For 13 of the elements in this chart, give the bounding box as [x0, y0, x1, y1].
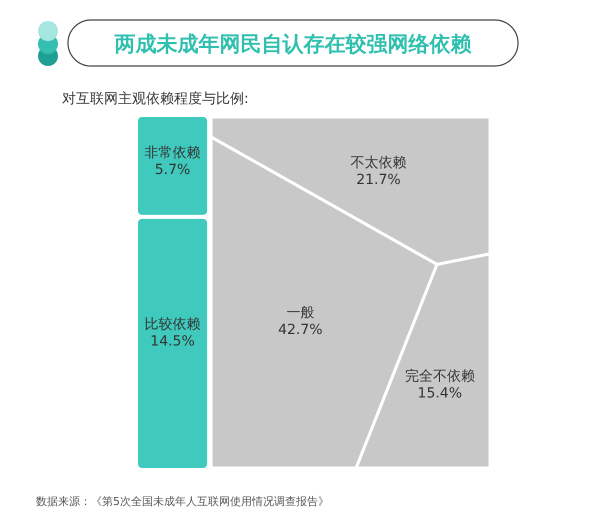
category-label: 完全不依赖 — [404, 368, 475, 384]
data-label: 21.7% — [356, 172, 401, 188]
text: 对互联网主观依赖程度与比例: — [62, 91, 249, 107]
category-label: 比较依赖 — [144, 316, 201, 332]
data-label: 15.4% — [418, 385, 462, 402]
category-label: 一般 — [286, 305, 314, 322]
source-note: 数据来源：《第5次全国未成年人互联网使用情况调查报告》 — [36, 495, 329, 508]
data-label: 5.7% — [154, 162, 190, 178]
category-label: 不太依赖 — [350, 155, 406, 171]
category-label: 非常依赖 — [144, 145, 201, 161]
text: 两成未成年网民自认存在较强网络依赖 — [114, 32, 472, 56]
data-label: 14.5% — [150, 333, 195, 350]
data-label: 42.7% — [278, 322, 323, 338]
